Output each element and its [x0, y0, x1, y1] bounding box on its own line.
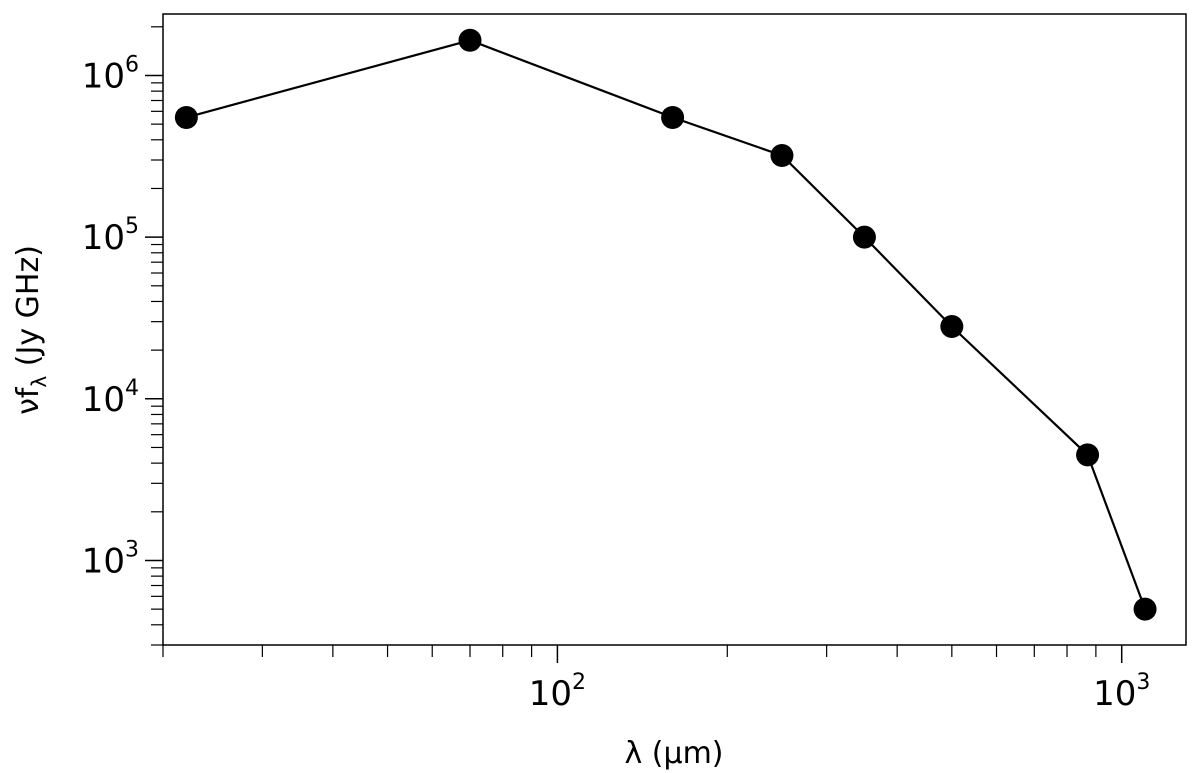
data-point [940, 315, 964, 339]
data-point [458, 28, 482, 52]
y-tick-exponent: 6 [125, 52, 139, 77]
x-tick-label: 102 [529, 670, 586, 714]
x-axis-label: λ (μm) [624, 736, 723, 771]
data-point [1076, 443, 1100, 467]
y-tick-label: 103 [82, 537, 139, 581]
y-axis-label-sub: λ [27, 376, 51, 388]
y-axis-label-main: νf [11, 386, 46, 415]
series-layer [174, 28, 1157, 621]
x-minor-ticks [162, 645, 1097, 657]
y-tick-label: 106 [82, 52, 139, 96]
data-point [174, 105, 198, 129]
y-tick-base: 10 [82, 380, 125, 420]
x-tick-base: 10 [529, 674, 572, 714]
y-axis-label-unit: (Jy GHz) [11, 245, 46, 376]
x-major-ticks: 102 103 [529, 645, 1150, 714]
data-point [1133, 597, 1157, 621]
data-point [852, 225, 876, 249]
x-tick-exponent: 3 [1136, 670, 1150, 695]
y-tick-base: 10 [82, 56, 125, 96]
y-tick-label: 105 [82, 214, 139, 258]
series-line [186, 39, 1147, 610]
x-tick-label: 103 [1093, 670, 1150, 714]
y-tick-base: 10 [82, 541, 125, 581]
y-tick-label: 104 [82, 376, 139, 420]
x-tick-base: 10 [1093, 674, 1136, 714]
y-tick-base: 10 [82, 218, 125, 258]
y-tick-exponent: 4 [125, 376, 139, 401]
y-tick-exponent: 3 [125, 537, 139, 562]
y-minor-ticks [151, 26, 163, 646]
x-tick-exponent: 2 [572, 670, 586, 695]
data-point [770, 143, 794, 167]
y-tick-exponent: 5 [125, 214, 139, 239]
data-point [661, 105, 685, 129]
plot-frame [162, 13, 1187, 646]
y-axis-label: νfλ (Jy GHz) [11, 245, 51, 415]
